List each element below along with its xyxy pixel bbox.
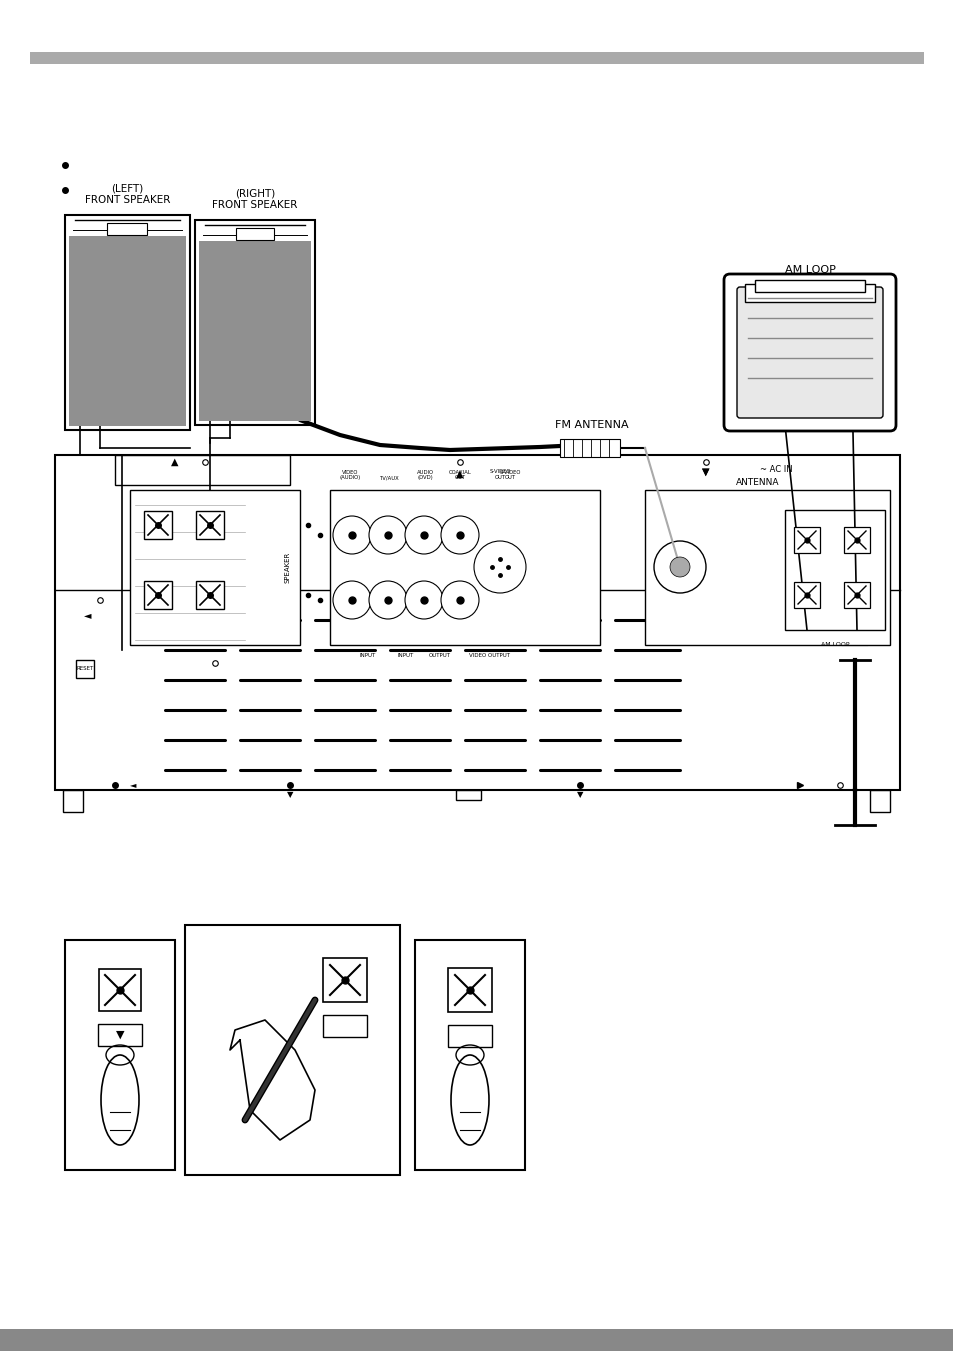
Text: AM LOOP: AM LOOP xyxy=(820,642,848,647)
Text: VIDEO OUTPUT: VIDEO OUTPUT xyxy=(469,653,510,658)
Text: SPEAKER: SPEAKER xyxy=(285,551,291,584)
Bar xyxy=(0,1329,953,1351)
Text: ▼: ▼ xyxy=(115,1029,124,1040)
Bar xyxy=(448,1025,492,1047)
Bar xyxy=(559,439,619,457)
Polygon shape xyxy=(230,1020,314,1140)
Bar xyxy=(323,958,367,1002)
Bar xyxy=(195,511,224,539)
Bar xyxy=(448,969,492,1012)
Bar xyxy=(754,280,864,292)
Bar xyxy=(65,940,174,1170)
Bar xyxy=(130,490,299,644)
Text: 5/8: 5/8 xyxy=(263,1012,290,1028)
Bar xyxy=(195,581,224,609)
Text: VIDEO
(AUDIO): VIDEO (AUDIO) xyxy=(339,470,360,480)
Text: INPUT: INPUT xyxy=(359,653,375,658)
Bar xyxy=(843,582,869,608)
Circle shape xyxy=(405,581,442,619)
Text: ◄: ◄ xyxy=(130,781,136,789)
Bar xyxy=(0,1329,953,1351)
Circle shape xyxy=(440,516,478,554)
Ellipse shape xyxy=(101,1055,139,1146)
Bar xyxy=(644,490,889,644)
Bar xyxy=(115,455,290,485)
Text: OUTPUT: OUTPUT xyxy=(429,653,451,658)
Bar xyxy=(330,490,599,644)
Text: ◄: ◄ xyxy=(84,611,91,620)
Text: FM ANTENNA: FM ANTENNA xyxy=(555,420,628,430)
Text: ▼: ▼ xyxy=(701,467,709,477)
Text: ~ AC IN: ~ AC IN xyxy=(760,466,792,474)
Bar xyxy=(235,228,274,240)
Bar xyxy=(784,509,884,630)
Text: ▲: ▲ xyxy=(172,457,178,467)
Text: ▼: ▼ xyxy=(287,790,293,800)
Bar xyxy=(793,527,820,553)
Bar xyxy=(843,527,869,553)
Bar xyxy=(194,220,314,426)
Bar xyxy=(30,51,923,63)
Bar xyxy=(869,790,889,812)
Bar xyxy=(744,284,874,303)
Circle shape xyxy=(669,557,689,577)
Bar xyxy=(99,969,141,1011)
Text: (RIGHT)
FRONT SPEAKER: (RIGHT) FRONT SPEAKER xyxy=(213,188,297,209)
Bar xyxy=(98,1024,142,1046)
Circle shape xyxy=(440,581,478,619)
Bar xyxy=(63,790,83,812)
Bar xyxy=(415,940,524,1170)
Circle shape xyxy=(369,516,407,554)
Bar xyxy=(76,661,94,678)
Text: INPUT: INPUT xyxy=(397,653,414,658)
Bar xyxy=(456,790,480,800)
FancyBboxPatch shape xyxy=(737,286,882,417)
Bar xyxy=(108,223,148,235)
Circle shape xyxy=(474,540,525,593)
Text: TV/AUX: TV/AUX xyxy=(379,476,399,480)
Bar xyxy=(793,582,820,608)
Text: S-VIDEO
OUT: S-VIDEO OUT xyxy=(498,470,520,480)
Text: AUDIO
(DVD): AUDIO (DVD) xyxy=(416,470,433,480)
Text: RESET: RESET xyxy=(76,666,93,670)
Bar xyxy=(323,1015,367,1038)
Bar xyxy=(185,925,399,1175)
Text: ▼: ▼ xyxy=(701,467,709,477)
Text: COAXIAL
OUT: COAXIAL OUT xyxy=(448,470,471,480)
FancyBboxPatch shape xyxy=(723,274,895,431)
Circle shape xyxy=(405,516,442,554)
Circle shape xyxy=(333,516,371,554)
Bar xyxy=(30,51,923,63)
Bar xyxy=(144,511,172,539)
Text: ▲: ▲ xyxy=(456,469,463,480)
Bar xyxy=(55,455,899,790)
Text: (LEFT)
FRONT SPEAKER: (LEFT) FRONT SPEAKER xyxy=(85,184,170,205)
Bar xyxy=(69,236,186,426)
Text: ▼: ▼ xyxy=(577,790,582,800)
Text: AM LOOP
ANTENNA: AM LOOP ANTENNA xyxy=(782,265,836,286)
Ellipse shape xyxy=(451,1055,489,1146)
Bar xyxy=(199,240,311,422)
Circle shape xyxy=(333,581,371,619)
Bar xyxy=(0,1329,953,1351)
Circle shape xyxy=(654,540,705,593)
Text: S-VIDEO
OUT: S-VIDEO OUT xyxy=(489,469,510,480)
Text: ANTENNA: ANTENNA xyxy=(735,478,779,486)
Bar xyxy=(65,215,190,430)
Circle shape xyxy=(369,581,407,619)
Bar xyxy=(144,581,172,609)
